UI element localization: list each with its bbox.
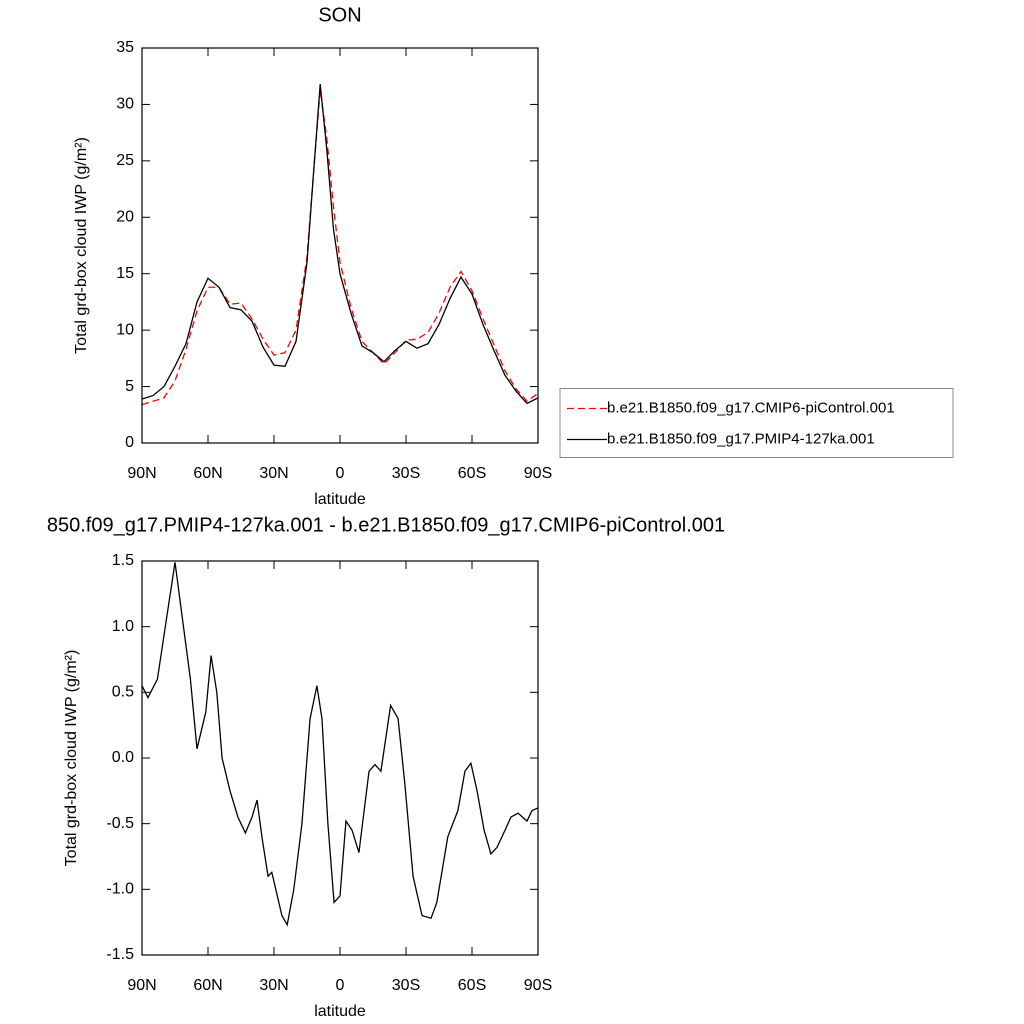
legend-label: b.e21.B1850.f09_g17.CMIP6-piControl.001 <box>607 399 895 416</box>
y-tick-label: 25 <box>116 152 134 169</box>
chart: SON latitude Total grd-box cloud IWP (g/m²… <box>73 4 954 508</box>
y-tick-label: -1.0 <box>106 881 134 898</box>
x-tick-label: 30S <box>392 465 420 482</box>
x-tick-label: 0 <box>336 977 345 994</box>
data-line <box>141 84 539 405</box>
y-tick-label: 0 <box>125 434 134 451</box>
chart-title: 850.f09_g17.PMIP4-127ka.001 - b.e21.B185… <box>47 514 725 536</box>
x-tick-label: 60S <box>458 977 486 994</box>
chart: 850.f09_g17.PMIP4-127ka.001 - b.e21.B185… <box>47 514 725 1020</box>
legend-label: b.e21.B1850.f09_g17.PMIP4-127ka.001 <box>607 430 875 447</box>
y-axis-title: Total grd-box cloud IWP (g/m²) <box>63 650 80 867</box>
x-tick-label: 30N <box>259 977 288 994</box>
y-tick-label: -0.5 <box>106 815 134 832</box>
x-tick-label: 30S <box>392 977 420 994</box>
y-tick-label: -1.5 <box>106 946 134 963</box>
chart-title: SON <box>318 4 361 26</box>
y-tick-label: 30 <box>116 96 134 113</box>
plot-frame <box>141 560 539 956</box>
y-axis-title: Total grd-box cloud IWP (g/m²) <box>73 137 90 354</box>
legend: b.e21.B1850.f09_g17.CMIP6-piControl.001b… <box>559 388 954 458</box>
x-tick-label: 60N <box>193 465 222 482</box>
x-tick-label: 90S <box>524 977 552 994</box>
y-tick-label: 35 <box>116 39 134 56</box>
x-tick-label: 90N <box>127 977 156 994</box>
x-tick-label: 30N <box>259 465 288 482</box>
y-tick-label: 15 <box>116 265 134 282</box>
y-tick-label: 0.0 <box>112 749 134 766</box>
y-tick-label: 1.5 <box>112 552 134 569</box>
x-tick-label: 60N <box>193 977 222 994</box>
y-tick-label: 10 <box>116 321 134 338</box>
x-tick-label: 60S <box>458 465 486 482</box>
x-axis-title: latitude <box>314 1003 366 1020</box>
x-tick-label: 0 <box>336 465 345 482</box>
y-tick-label: 0.5 <box>112 684 134 701</box>
x-tick-label: 90N <box>127 465 156 482</box>
legend-box <box>559 388 954 458</box>
plot-frame <box>141 47 539 444</box>
y-tick-label: 20 <box>116 209 134 226</box>
data-line <box>141 89 539 406</box>
x-tick-label: 90S <box>524 465 552 482</box>
y-tick-label: 5 <box>125 378 134 395</box>
y-tick-label: 1.0 <box>112 618 134 635</box>
data-line <box>141 562 539 927</box>
x-axis-title: latitude <box>314 491 366 508</box>
